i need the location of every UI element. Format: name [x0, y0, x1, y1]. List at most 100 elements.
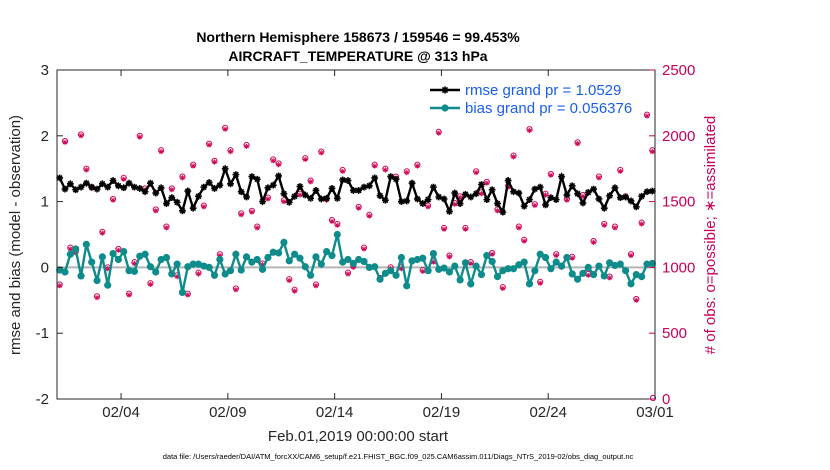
obs-assimilated-marker	[473, 170, 479, 176]
obs-assimilated-marker	[521, 238, 527, 244]
bias-point	[509, 265, 518, 273]
obs-assimilated-marker	[596, 175, 602, 181]
rmse-point	[627, 197, 635, 205]
y-tick-label-left: -2	[36, 391, 49, 408]
x-tick-label: 02/14	[316, 404, 354, 421]
bias-point	[419, 254, 427, 262]
rmse-point	[296, 183, 304, 190]
obs-assimilated-marker	[158, 148, 164, 155]
bias-point	[387, 267, 395, 275]
bias-point	[627, 280, 635, 288]
rmse-point	[499, 208, 507, 216]
rmse-point	[536, 183, 544, 191]
plot-background	[57, 70, 655, 399]
x-tick-label: 02/09	[209, 404, 247, 421]
rmse-point	[419, 200, 427, 207]
bias-point	[349, 259, 357, 268]
rmse-point	[301, 191, 309, 199]
obs-assimilated-marker	[169, 187, 175, 193]
bias-point	[178, 288, 187, 297]
bias-point	[568, 270, 576, 278]
rmse-point	[205, 179, 213, 186]
bias-point	[493, 273, 502, 281]
obs-assimilated-marker	[105, 266, 111, 272]
obs-assimilated-marker	[334, 222, 340, 228]
rmse-point	[173, 198, 181, 206]
rmse-point	[472, 190, 480, 198]
rmse-point	[414, 195, 421, 203]
obs-assimilated-marker	[67, 246, 73, 252]
bias-point	[424, 267, 432, 275]
rmse-point	[285, 198, 293, 206]
obs-assimilated-marker	[414, 163, 421, 169]
bias-point	[88, 258, 96, 266]
obs-assimilated-marker	[345, 271, 351, 277]
bias-point	[120, 248, 128, 256]
bias-point	[216, 255, 224, 264]
rmse-point	[558, 173, 565, 180]
rmse-point	[376, 192, 384, 200]
rmse-point	[526, 196, 533, 204]
y-tick-label-right: 500	[662, 325, 687, 342]
obs-assimilated-marker	[350, 264, 356, 270]
bias-point	[66, 250, 74, 258]
obs-assimilated-marker	[356, 205, 362, 211]
bias-point	[290, 250, 299, 258]
rmse-point	[104, 183, 112, 191]
rmse-point	[381, 196, 389, 204]
rmse-point	[248, 173, 256, 180]
rmse-point	[600, 204, 608, 212]
bias-point	[141, 250, 149, 258]
y-tick-label-right: 0	[662, 391, 670, 408]
x-axis-label: Feb.01,2019 00:00:00 start	[268, 428, 449, 445]
legend-bias-label: bias grand pr = 0.056376	[465, 100, 632, 117]
rmse-point	[312, 187, 320, 194]
y-tick-label-left: 0	[41, 259, 49, 276]
bias-point	[210, 271, 219, 279]
obs-assimilated-marker	[574, 141, 581, 147]
rmse-point	[531, 185, 539, 193]
obs-assimilated-marker	[99, 230, 105, 236]
obs-assimilated-marker	[644, 113, 650, 119]
rmse-point	[237, 188, 245, 196]
bias-point	[371, 263, 379, 271]
obs-assimilated-marker	[398, 266, 404, 272]
rmse-point	[291, 192, 298, 200]
bias-point	[301, 263, 309, 271]
obs-assimilated-marker	[617, 168, 623, 174]
rmse-point	[510, 188, 517, 196]
rmse-point	[323, 194, 331, 202]
obs-assimilated-marker	[430, 259, 437, 265]
rmse-point	[462, 190, 469, 198]
obs-assimilated-marker	[468, 260, 474, 267]
rmse-point	[98, 180, 106, 188]
bias-point	[472, 262, 480, 270]
bias-point	[173, 260, 181, 268]
rmse-point	[574, 190, 581, 198]
obs-assimilated-marker	[147, 281, 154, 288]
obs-assimilated-marker	[259, 262, 266, 268]
obs-assimilated-marker	[494, 208, 501, 214]
bias-point	[547, 265, 555, 273]
bias-point	[616, 260, 624, 268]
rmse-point	[317, 195, 325, 203]
y-tick-label-left: 3	[41, 62, 49, 79]
bias-point	[638, 273, 646, 281]
obs-assimilated-marker	[639, 221, 645, 227]
bias-point	[648, 259, 656, 268]
bias-point	[467, 280, 475, 288]
obs-assimilated-marker	[254, 225, 260, 231]
rmse-point	[333, 194, 341, 202]
bias-point	[168, 270, 176, 278]
obs-assimilated-marker	[243, 143, 250, 149]
rmse-point	[408, 179, 416, 187]
rmse-point	[387, 173, 395, 180]
rmse-markers	[56, 165, 656, 216]
obs-assimilated-marker	[217, 252, 223, 259]
rmse-point	[259, 198, 266, 205]
obs-assimilated-marker	[580, 193, 586, 199]
obs-assimilated-marker	[340, 168, 346, 174]
bias-point	[221, 270, 229, 278]
